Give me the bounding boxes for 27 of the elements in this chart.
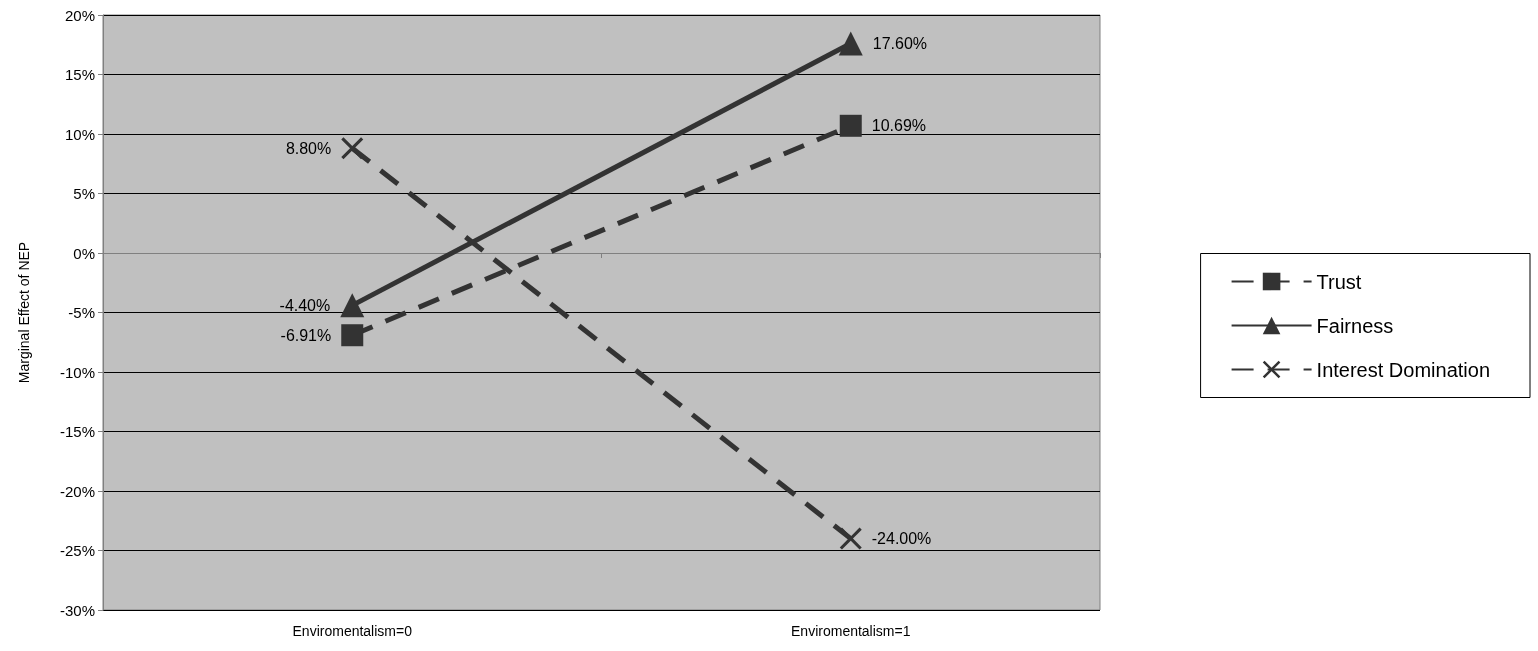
y-tick-label: 15%	[64, 66, 95, 83]
point	[839, 527, 862, 550]
legend-label: Trust	[1316, 270, 1362, 293]
y-tick-label: 20%	[64, 6, 95, 24]
data-label: -4.40%	[279, 296, 331, 314]
y-tick-label: -25%	[59, 542, 95, 559]
y-tick-label: -5%	[68, 304, 95, 321]
point	[341, 324, 364, 347]
y-tick-label: -10%	[59, 363, 95, 381]
y-tick-label: -15%	[59, 423, 95, 440]
data-label: -24.00%	[871, 530, 932, 548]
point	[839, 114, 862, 137]
legend-label: Fairness	[1316, 314, 1394, 337]
data-label: 10.69%	[871, 117, 927, 135]
y-axis-title: Marginal Effect of NEP	[16, 241, 32, 384]
y-tick-label: 0%	[73, 244, 95, 262]
y-tick-label: -30%	[59, 601, 95, 619]
data-label: 17.60%	[872, 35, 928, 53]
point	[341, 137, 364, 160]
x-tick-label: Enviromentalism=1	[791, 623, 911, 639]
y-tick-label: -20%	[59, 482, 95, 500]
y-tick-label: 5%	[73, 185, 95, 202]
y-tick-label: 10%	[64, 125, 95, 143]
data-label: -6.91%	[280, 326, 332, 344]
data-label: 8.80%	[285, 139, 332, 157]
legend-label: Interest Domination	[1316, 358, 1490, 381]
x-tick-label: Enviromentalism=0	[292, 623, 413, 639]
